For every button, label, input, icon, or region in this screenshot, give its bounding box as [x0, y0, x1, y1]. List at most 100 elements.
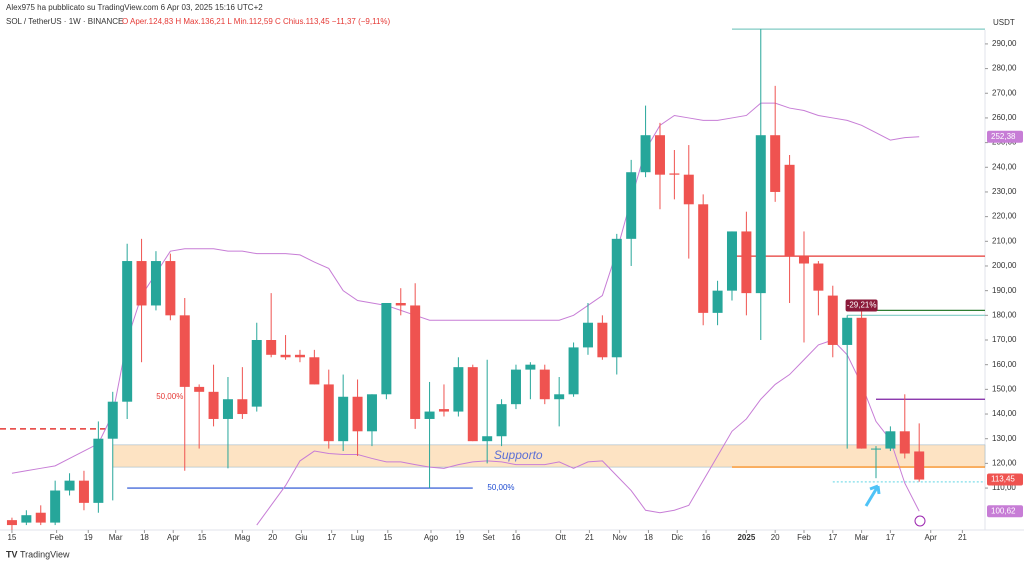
candle-body: [539, 369, 550, 400]
candle-body: [568, 347, 579, 395]
candle-body: [237, 399, 248, 415]
candle-body: [899, 431, 910, 454]
brand-logo: TV: [6, 549, 18, 559]
y-tick-label: 130,00: [992, 434, 1017, 443]
candle-body: [35, 512, 46, 523]
candle-body: [698, 204, 709, 313]
x-tick-label: 21: [958, 533, 967, 542]
candle-body: [438, 409, 449, 412]
candle-body: [813, 263, 824, 291]
candle-body: [280, 354, 291, 358]
candle-body: [554, 394, 565, 400]
candle-body: [453, 367, 464, 412]
candle-body: [856, 317, 867, 449]
candle-body: [366, 394, 377, 432]
annotation-box: [845, 299, 878, 312]
candle-body: [510, 369, 521, 405]
candle-body: [582, 322, 593, 348]
candle-body: [179, 315, 190, 387]
y-tick-label: 140,00: [992, 409, 1017, 418]
y-tick-label: 240,00: [992, 162, 1017, 171]
candle-body: [309, 357, 320, 385]
y-tick-label: 180,00: [992, 310, 1017, 319]
candle-body: [741, 231, 752, 294]
price-tag: [987, 505, 1023, 518]
candle-body: [482, 436, 493, 442]
y-tick-label: 190,00: [992, 286, 1017, 295]
x-tick-label: Nov: [613, 533, 627, 542]
candle-body: [381, 302, 392, 395]
x-tick-label: Apr: [167, 533, 180, 542]
x-tick-label: Lug: [351, 533, 364, 542]
price-tag: [987, 473, 1023, 486]
candle-body: [50, 490, 61, 523]
candle-body: [798, 256, 809, 264]
candle-body: [78, 480, 89, 503]
x-tick-label: Ott: [555, 533, 566, 542]
candle-body: [467, 367, 478, 442]
x-tick-label: Mar: [109, 533, 123, 542]
candle-body: [770, 135, 781, 192]
candle-body: [626, 172, 637, 239]
y-tick-label: 150,00: [992, 384, 1017, 393]
y-tick-label: 230,00: [992, 187, 1017, 196]
x-tick-label: Feb: [797, 533, 811, 542]
y-tick-label: 220,00: [992, 212, 1017, 221]
candle-body: [107, 401, 118, 439]
candle-body: [683, 174, 694, 205]
candle-body: [395, 302, 406, 306]
candle-body: [640, 135, 651, 173]
x-tick-label: 19: [84, 533, 93, 542]
candle-body: [410, 305, 421, 419]
candle-body: [597, 322, 608, 358]
y-tick-label: 260,00: [992, 113, 1017, 122]
x-tick-label: 18: [140, 533, 149, 542]
candle-body: [726, 231, 737, 291]
candle-body: [6, 520, 17, 526]
x-tick-label: 19: [455, 533, 464, 542]
candle-body: [93, 438, 104, 503]
x-tick-label: 16: [512, 533, 521, 542]
candle-body: [870, 448, 881, 450]
y-tick-label: 290,00: [992, 39, 1017, 48]
x-tick-label: Giu: [295, 533, 307, 542]
x-tick-label: 16: [702, 533, 711, 542]
price-tag: [987, 130, 1023, 143]
header: Alex975 ha pubblicato su TradingView.com…: [6, 3, 263, 12]
candle-body: [323, 384, 334, 442]
annotation: -29,21%: [847, 301, 877, 310]
candle-body: [208, 391, 219, 419]
icon: [914, 515, 926, 527]
y-tick-label: 120,00: [992, 458, 1017, 467]
y-tick-label: 170,00: [992, 335, 1017, 344]
band-line: [11, 102, 920, 474]
x-tick-label: 20: [771, 533, 780, 542]
candle-body: [827, 295, 838, 345]
y-tick-label: 160,00: [992, 360, 1017, 369]
candle-body: [712, 290, 723, 313]
x-tick-label: 20: [268, 533, 277, 542]
x-tick-label: Ago: [424, 533, 439, 542]
arrow: [864, 484, 881, 507]
candle-body: [222, 399, 233, 419]
candle-body: [424, 411, 435, 419]
band-line: [256, 339, 920, 526]
candle-body: [784, 164, 795, 257]
y-tick-label: 210,00: [992, 236, 1017, 245]
x-tick-label: 15: [7, 533, 16, 542]
y-tick-label: 270,00: [992, 88, 1017, 97]
ohlc: O Aper.124,83 H Max.136,21 L Min.112,59 …: [122, 17, 391, 26]
x-tick-label: Set: [483, 533, 496, 542]
candle-body: [150, 261, 161, 306]
candle-body: [885, 431, 896, 449]
candle-body: [525, 364, 536, 370]
annotation: 50,00%: [487, 483, 514, 492]
candle-body: [165, 261, 176, 316]
candle-body: [338, 396, 349, 442]
price-tag-label: 113,45: [991, 475, 1015, 484]
candle-body: [842, 317, 853, 345]
price-tag-label: 100,62: [991, 506, 1016, 515]
candle-body: [21, 515, 32, 523]
x-tick-label: Feb: [50, 533, 64, 542]
